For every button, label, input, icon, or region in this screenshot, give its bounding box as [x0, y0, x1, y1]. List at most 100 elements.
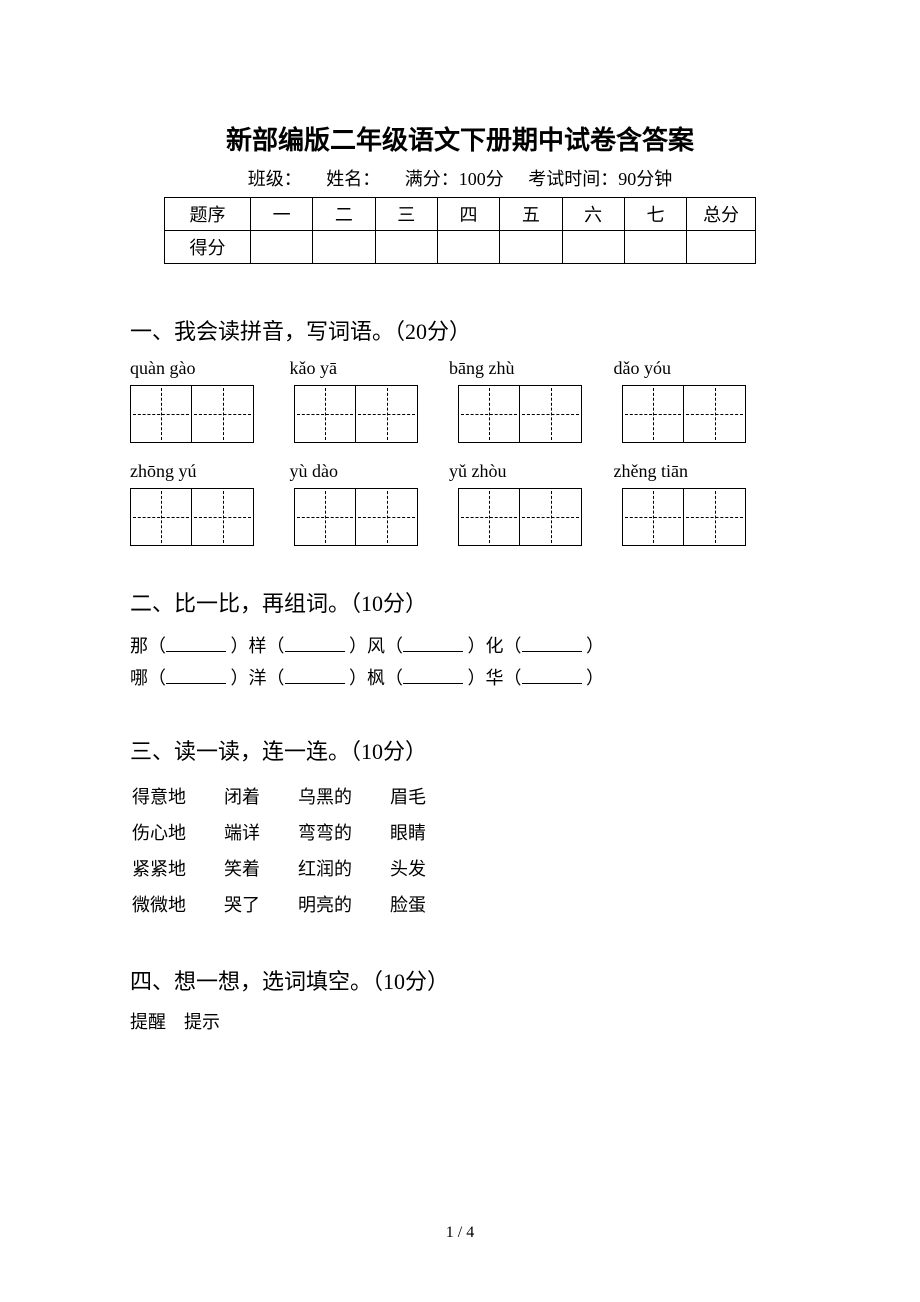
- char-box: [520, 385, 582, 443]
- fill-blank: [166, 634, 226, 652]
- match-row: 得意地 闭着 乌黑的 眉毛: [132, 780, 462, 814]
- score-cell: [687, 231, 756, 264]
- match-item: 闭着: [224, 780, 296, 814]
- character-boxes-row: [130, 385, 790, 443]
- fill-blank: [285, 634, 345, 652]
- section-4-header: 四、想一想，选词填空。（10分）: [130, 964, 790, 996]
- char-box: [622, 385, 684, 443]
- score-col: 二: [313, 198, 375, 231]
- compare-char: ）洋（: [231, 668, 285, 688]
- match-item: 端详: [224, 816, 296, 850]
- compare-char: ）: [586, 668, 604, 688]
- char-box-pair: [622, 488, 746, 546]
- score-col: 总分: [687, 198, 756, 231]
- char-box-pair: [622, 385, 746, 443]
- fill-blank: [522, 666, 582, 684]
- table-row: 得分: [165, 231, 756, 264]
- compare-char: 哪（: [130, 668, 166, 688]
- match-item: 弯弯的: [298, 816, 388, 850]
- char-box: [294, 385, 356, 443]
- fill-blank: [522, 634, 582, 652]
- score-col: 一: [250, 198, 312, 231]
- fill-blank: [403, 634, 463, 652]
- score-col: 四: [437, 198, 499, 231]
- compare-char: ）华（: [468, 668, 522, 688]
- class-label: 班级：: [248, 169, 302, 189]
- fill-blank: [403, 666, 463, 684]
- compare-line: 那（ ）样（ ）风（ ）化（ ）: [130, 630, 790, 662]
- pinyin-word: zhōng yú: [130, 461, 285, 482]
- score-cell: [500, 231, 562, 264]
- score-cell: [437, 231, 499, 264]
- char-box: [356, 385, 418, 443]
- match-item: 得意地: [132, 780, 222, 814]
- match-item: 眉毛: [390, 780, 462, 814]
- char-box: [520, 488, 582, 546]
- char-box: [192, 488, 254, 546]
- char-box: [294, 488, 356, 546]
- table-row: 题序 一 二 三 四 五 六 七 总分: [165, 198, 756, 231]
- pinyin-word: yǔ zhòu: [449, 461, 609, 482]
- fill-blank: [285, 666, 345, 684]
- section-2-header: 二、比一比，再组词。（10分）: [130, 586, 790, 618]
- compare-line: 哪（ ）洋（ ）枫（ ）华（ ）: [130, 662, 790, 694]
- document-title: 新部编版二年级语文下册期中试卷含答案: [130, 120, 790, 157]
- section-1-header: 一、我会读拼音，写词语。（20分）: [130, 314, 790, 346]
- char-box-pair: [294, 385, 418, 443]
- match-row: 微微地 哭了 明亮的 脸蛋: [132, 888, 462, 922]
- match-item: 哭了: [224, 888, 296, 922]
- pinyin-word: zhěng tiān: [614, 461, 688, 482]
- fill-blank: [166, 666, 226, 684]
- score-cell: [624, 231, 686, 264]
- char-box: [684, 385, 746, 443]
- char-box-pair: [458, 488, 582, 546]
- compare-char: 那（: [130, 636, 166, 656]
- pinyin-word: quàn gào: [130, 358, 285, 379]
- pinyin-row: zhōng yú yù dào yǔ zhòu zhěng tiān: [130, 461, 790, 482]
- char-box-pair: [458, 385, 582, 443]
- compare-char: ）样（: [231, 636, 285, 656]
- match-row: 紧紧地 笑着 红润的 头发: [132, 852, 462, 886]
- match-item: 微微地: [132, 888, 222, 922]
- match-item: 脸蛋: [390, 888, 462, 922]
- char-box: [622, 488, 684, 546]
- score-col: 五: [500, 198, 562, 231]
- match-item: 伤心地: [132, 816, 222, 850]
- match-item: 紧紧地: [132, 852, 222, 886]
- match-item: 乌黑的: [298, 780, 388, 814]
- character-boxes-row: [130, 488, 790, 546]
- compare-char: ）风（: [349, 636, 403, 656]
- char-box: [192, 385, 254, 443]
- match-item: 明亮的: [298, 888, 388, 922]
- compare-char: ）枫（: [349, 668, 403, 688]
- pinyin-word: dǎo yóu: [614, 358, 672, 379]
- match-item: 红润的: [298, 852, 388, 886]
- section-3-header: 三、读一读，连一连。（10分）: [130, 734, 790, 766]
- pinyin-word: bāng zhù: [449, 358, 609, 379]
- match-item: 头发: [390, 852, 462, 886]
- score-cell: [313, 231, 375, 264]
- char-box: [356, 488, 418, 546]
- score-cell: [375, 231, 437, 264]
- score-col: 三: [375, 198, 437, 231]
- compare-char: ）: [586, 636, 604, 656]
- pinyin-word: kǎo yā: [290, 358, 445, 379]
- pinyin-word: yù dào: [290, 461, 445, 482]
- char-box-pair: [130, 488, 254, 546]
- char-box: [684, 488, 746, 546]
- exam-info-line: 班级： 姓名： 满分：100分 考试时间：90分钟: [130, 165, 790, 191]
- score-cell: [250, 231, 312, 264]
- name-label: 姓名：: [326, 169, 380, 189]
- compare-char: ）化（: [468, 636, 522, 656]
- char-box: [458, 488, 520, 546]
- match-row: 伤心地 端详 弯弯的 眼睛: [132, 816, 462, 850]
- char-box: [130, 385, 192, 443]
- full-score: 满分：100分: [405, 169, 504, 189]
- score-table: 题序 一 二 三 四 五 六 七 总分 得分: [164, 197, 756, 264]
- char-box-pair: [294, 488, 418, 546]
- score-col: 六: [562, 198, 624, 231]
- pinyin-row: quàn gào kǎo yā bāng zhù dǎo yóu: [130, 358, 790, 379]
- match-grid: 得意地 闭着 乌黑的 眉毛 伤心地 端详 弯弯的 眼睛 紧紧地 笑着 红润的 头…: [130, 778, 464, 924]
- char-box-pair: [130, 385, 254, 443]
- score-row-label: 得分: [165, 231, 251, 264]
